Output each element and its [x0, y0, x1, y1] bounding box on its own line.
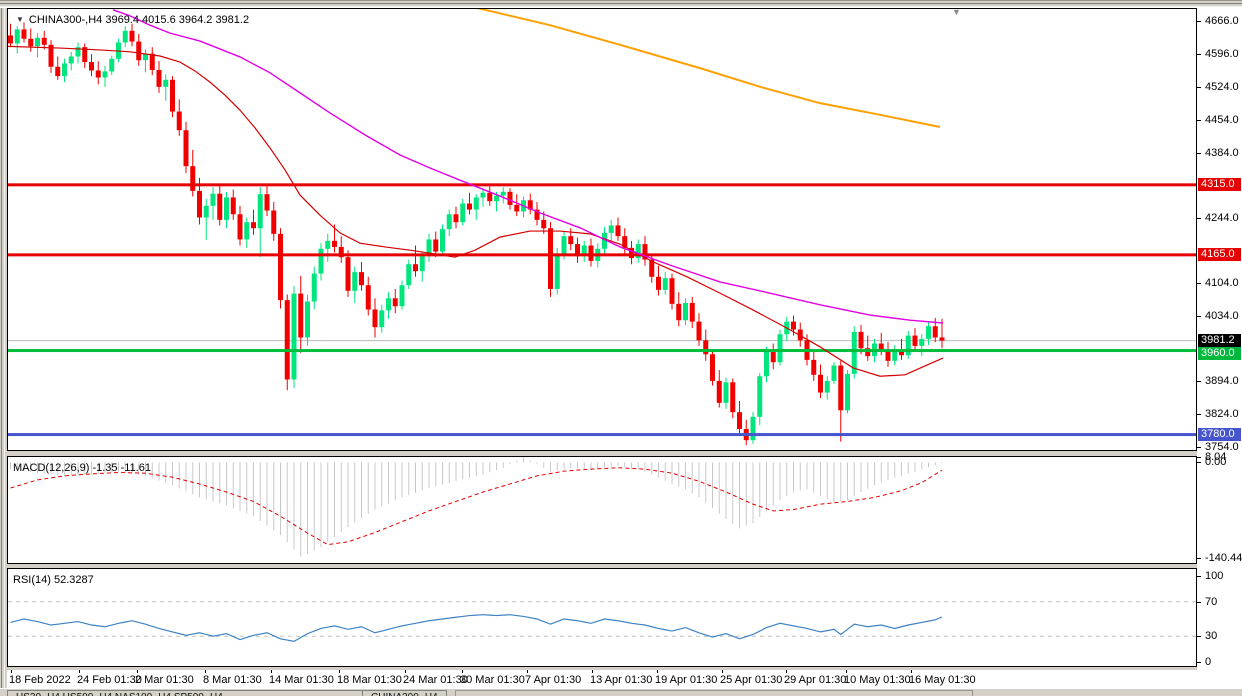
left-groove [1, 8, 5, 688]
time-tick [271, 670, 272, 673]
price-badge-3981.2: 3981.2 [1198, 333, 1241, 347]
price-tick [1197, 381, 1201, 383]
price-tick [1197, 217, 1201, 219]
macd-scale-label: -140.44 [1205, 552, 1242, 564]
price-tick [1197, 87, 1201, 89]
toolbar-bottom-edge [0, 0, 1242, 8]
time-axis-label: 14 Mar 01:30 [269, 674, 334, 686]
time-tick [527, 670, 528, 673]
price-scale-label: 3824.0 [1205, 408, 1239, 421]
time-tick [786, 670, 787, 673]
time-axis-label: 7 Apr 01:30 [525, 674, 582, 686]
chart-title: ▼ CHINA300-,H4 3969.4 4015.6 3964.2 3981.… [16, 14, 249, 26]
time-tick [911, 670, 912, 673]
chart-tab-active[interactable]: CHINA300-,H4 [362, 690, 447, 696]
price-badge-4315.0: 4315.0 [1198, 178, 1241, 192]
rsi-scale-label: 70 [1205, 595, 1218, 608]
price-scale-label: 3754.0 [1205, 440, 1239, 453]
time-axis-label: 2 Mar 01:30 [135, 674, 194, 686]
rsi-scale-label: 100 [1205, 570, 1224, 582]
price-scale-label: 4384.0 [1205, 146, 1239, 159]
time-tick [11, 670, 12, 673]
rsi-chart[interactable] [8, 569, 1196, 666]
time-tick [205, 670, 206, 673]
price-scale-label: 4104.0 [1205, 277, 1239, 290]
rsi-panel[interactable]: RSI(14) 52.3287 [7, 568, 1197, 667]
time-tick [592, 670, 593, 673]
toolbar-groove [0, 3, 1242, 7]
time-tick [137, 670, 138, 673]
price-scale-label: 4596.0 [1205, 47, 1239, 60]
chart-title-text: CHINA300-,H4 3969.4 4015.6 3964.2 3981.2 [28, 14, 250, 26]
price-scale-label: 4524.0 [1205, 81, 1239, 94]
time-axis-label: 29 Apr 01:30 [784, 674, 847, 686]
time-tick [657, 670, 658, 673]
time-tick [462, 670, 463, 673]
time-axis-label: 30 Mar 01:30 [460, 674, 525, 686]
time-axis-label: 10 May 01:30 [844, 674, 911, 686]
time-axis-label: 13 Apr 01:30 [590, 674, 653, 686]
time-axis-label: 19 Apr 01:30 [655, 674, 718, 686]
window-left-edge [0, 8, 7, 688]
macd-scale-label: 0.00 [1205, 456, 1227, 468]
price-tick [1197, 21, 1201, 22]
macd-chart[interactable] [8, 457, 1196, 563]
time-tick [846, 670, 847, 673]
rsi-scale-tick [1197, 601, 1201, 603]
tab-bar-filler [455, 690, 973, 696]
price-scale-label: 3894.0 [1205, 375, 1239, 388]
macd-scale-tick [1197, 558, 1201, 559]
time-tick [79, 670, 80, 673]
price-badge-3780.0: 3780.0 [1198, 428, 1241, 442]
candlestick-chart[interactable] [8, 9, 1196, 450]
chart-tabs-inactive[interactable]: US30-,H4 US500-,H4 NAS100-,H4 SP500-,H4 [7, 690, 370, 696]
rsi-scale-label: 0 [1205, 656, 1212, 668]
time-axis-label: 8 Mar 01:30 [203, 674, 262, 686]
price-scale-label: 4666.0 [1205, 15, 1239, 27]
rsi-scale-tick [1197, 576, 1201, 577]
price-tick [1197, 283, 1201, 285]
time-axis-label: 16 May 01:30 [909, 674, 976, 686]
price-tick [1197, 446, 1201, 448]
macd-scale-tick [1197, 457, 1201, 458]
time-axis-label: 24 Mar 01:30 [403, 674, 468, 686]
time-axis-label: 18 Mar 01:30 [337, 674, 402, 686]
price-tick [1197, 414, 1201, 416]
main-chart-panel[interactable]: ▼ CHINA300-,H4 3969.4 4015.6 3964.2 3981.… [7, 7, 1197, 451]
scroll-to-end-icon[interactable]: ▼ [952, 7, 961, 17]
macd-panel[interactable]: MACD(12,26,9) -1.35 -11.61 [7, 456, 1197, 564]
price-scale-label: 4034.0 [1205, 310, 1239, 322]
price-badge-3960.0: 3960.0 [1198, 346, 1241, 360]
macd-label: MACD(12,26,9) -1.35 -11.61 [13, 462, 151, 474]
bottom-tab-bar[interactable]: US30-,H4 US500-,H4 NAS100-,H4 SP500-,H4 … [0, 688, 1242, 696]
price-scale[interactable]: 4666.0 4596.0 4524.0 4454.0 4384.0 4244.0 4104… [1197, 8, 1242, 670]
time-axis[interactable]: 18 Feb 2022 24 Feb 01:30 2 Mar 01:30 8 Mar … [7, 670, 1242, 688]
time-axis-label: 24 Feb 01:30 [77, 674, 142, 686]
price-tick [1197, 316, 1201, 317]
time-axis-label: 25 Apr 01:30 [720, 674, 783, 686]
rsi-label: RSI(14) 52.3287 [13, 574, 94, 586]
macd-scale-tick [1197, 462, 1201, 463]
price-tick [1197, 152, 1201, 154]
rsi-scale-tick [1197, 662, 1201, 663]
rsi-scale-label: 30 [1205, 630, 1218, 643]
chart-dropdown-icon[interactable]: ▼ [16, 15, 24, 24]
time-axis-label: 18 Feb 2022 [9, 674, 71, 686]
price-tick [1197, 53, 1201, 55]
time-tick [339, 670, 340, 673]
time-tick [405, 670, 406, 673]
price-tick [1197, 119, 1201, 121]
price-scale-label: 4454.0 [1205, 113, 1239, 126]
price-badge-4165.0: 4165.0 [1198, 248, 1241, 262]
macd-scale-label: 8.04 [1205, 451, 1227, 463]
price-scale-label: 4244.0 [1205, 211, 1239, 224]
time-tick [722, 670, 723, 673]
rsi-scale-tick [1197, 636, 1201, 638]
